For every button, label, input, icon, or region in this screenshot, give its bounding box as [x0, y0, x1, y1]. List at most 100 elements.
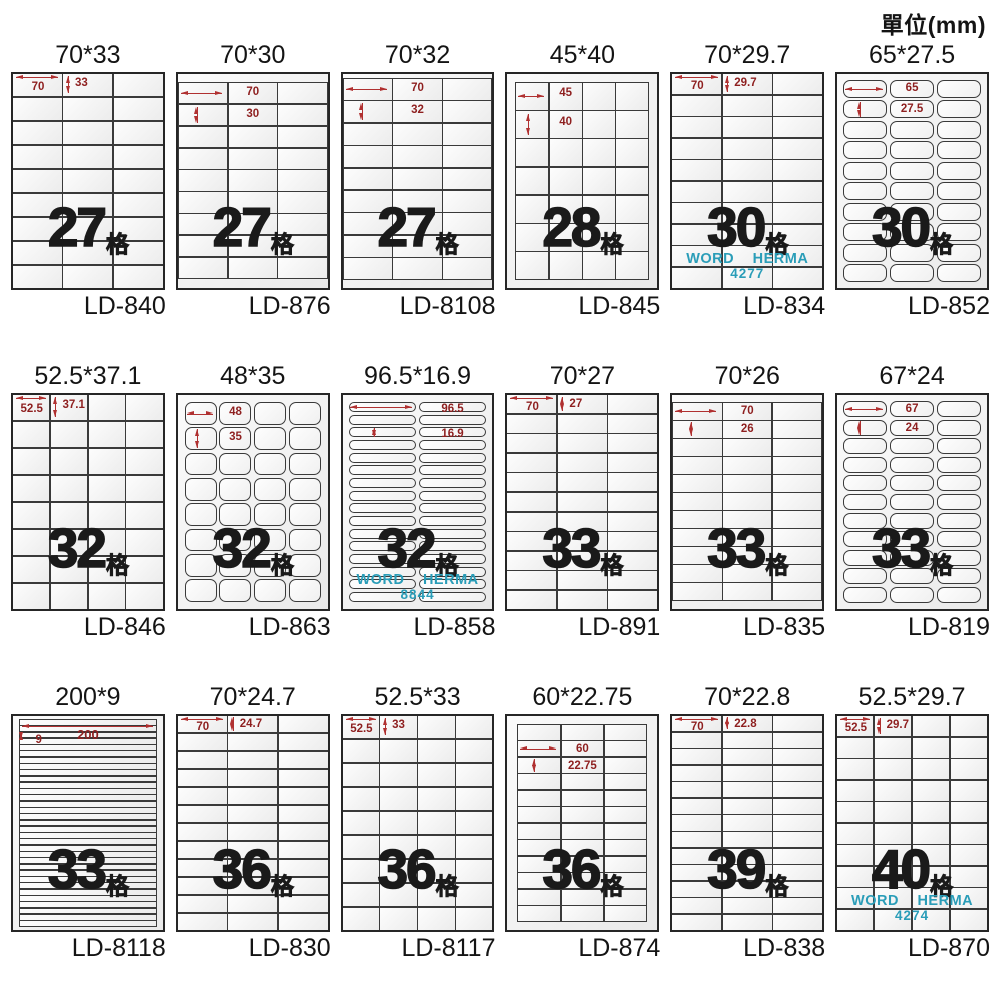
label-cell [13, 556, 50, 583]
label-cell [278, 733, 328, 751]
model-number: LD-846 [83, 613, 166, 641]
cell-count-number: 39 [706, 838, 767, 901]
label-cell [843, 456, 888, 473]
label-cell [837, 737, 874, 758]
label-cell [583, 111, 615, 138]
label-cell [418, 503, 487, 514]
label-cell [843, 120, 888, 139]
label-cell [561, 774, 604, 790]
label-cell [889, 120, 935, 139]
label-cell [583, 139, 615, 167]
label-cell [950, 737, 987, 758]
label-cell [343, 123, 392, 145]
brand-name: WORD HERMA [851, 892, 974, 909]
label-cell [219, 427, 252, 451]
cell-count: 28格 [507, 199, 657, 256]
label-cell [723, 565, 772, 582]
label-cell [342, 787, 379, 811]
label-cell [88, 395, 125, 421]
label-sheet: 70 30 27格 [175, 72, 330, 290]
label-cell [113, 121, 163, 145]
label-cell [772, 583, 822, 600]
label-sheet: 52.5 37.1 32格 [11, 393, 165, 611]
model-number: LD-852 [907, 292, 990, 320]
label-cell [773, 815, 823, 831]
label-cell [672, 95, 722, 116]
label-grid [13, 74, 163, 288]
label-cell [837, 888, 874, 909]
label-cell [418, 566, 487, 577]
brand-note: WORD HERMA 4274 [837, 892, 987, 924]
label-cell [13, 74, 62, 97]
label-product-card: 52.5*29.7 52.5 29.7 40格 WORD HERMA 4274 L… [832, 682, 992, 963]
label-cell [418, 883, 455, 907]
label-cell [936, 401, 981, 418]
label-cell [722, 203, 772, 224]
cell-count-suffix: 格 [270, 231, 294, 258]
label-cell [889, 586, 935, 603]
label-cell [177, 841, 227, 859]
card-title: 70*26 [714, 362, 780, 390]
label-cell [418, 490, 487, 501]
label-cell [113, 97, 163, 121]
label-cell [393, 258, 442, 279]
label-cell [113, 169, 163, 193]
label-cell [20, 757, 156, 763]
label-cell [456, 739, 493, 763]
label-cell [178, 104, 228, 126]
label-cell [228, 170, 277, 191]
label-cell [936, 456, 981, 473]
label-cell [773, 160, 823, 181]
label-cell [837, 909, 874, 930]
label-cell [889, 419, 935, 436]
card-title: 70*32 [384, 41, 451, 69]
label-cell [837, 759, 874, 780]
label-cell [507, 492, 557, 512]
label-cell [936, 161, 981, 180]
label-cell [13, 97, 62, 121]
cell-count-number: 36 [212, 838, 273, 901]
label-cell [936, 182, 981, 201]
cell-count: 30格 [672, 199, 822, 258]
label-cell [380, 716, 417, 739]
label-cell [177, 913, 227, 930]
label-cell [228, 126, 277, 147]
label-cell [380, 835, 417, 859]
label-cell [936, 120, 981, 139]
label-sheet: 67 24 33格 [835, 393, 989, 611]
label-cell [672, 765, 722, 781]
label-cell [583, 167, 615, 195]
label-grid [19, 719, 157, 927]
label-cell [912, 909, 950, 930]
label-cell [616, 195, 649, 223]
label-cell [20, 845, 156, 851]
label-cell [342, 859, 379, 883]
label-cell [88, 475, 125, 502]
brand-note: WORD HERMA 4277 [672, 251, 822, 282]
card-title: 65*27.5 [868, 41, 956, 69]
cell-count-number: 27 [212, 196, 273, 259]
cell-count-suffix: 格 [765, 231, 789, 258]
label-cell [177, 805, 227, 823]
label-cell [772, 421, 822, 438]
label-cell [773, 865, 823, 881]
card-title: 52.5*37.1 [34, 362, 142, 390]
label-cell [608, 590, 658, 609]
label-cell [672, 716, 722, 732]
label-cell [342, 907, 379, 930]
label-cell [557, 434, 607, 453]
label-cell [561, 906, 604, 921]
label-cell [843, 202, 888, 221]
label-cell [443, 258, 492, 279]
label-cell [773, 203, 823, 224]
label-cell [456, 763, 493, 787]
cell-count-number: 28 [542, 196, 603, 259]
label-cell [20, 896, 156, 901]
label-cell [516, 252, 549, 279]
label-cell [936, 493, 981, 511]
label-cell [950, 759, 987, 780]
cell-count: 33格 [672, 520, 822, 577]
label-cell [278, 751, 328, 769]
label-cell [772, 565, 822, 582]
label-cell [20, 820, 156, 826]
